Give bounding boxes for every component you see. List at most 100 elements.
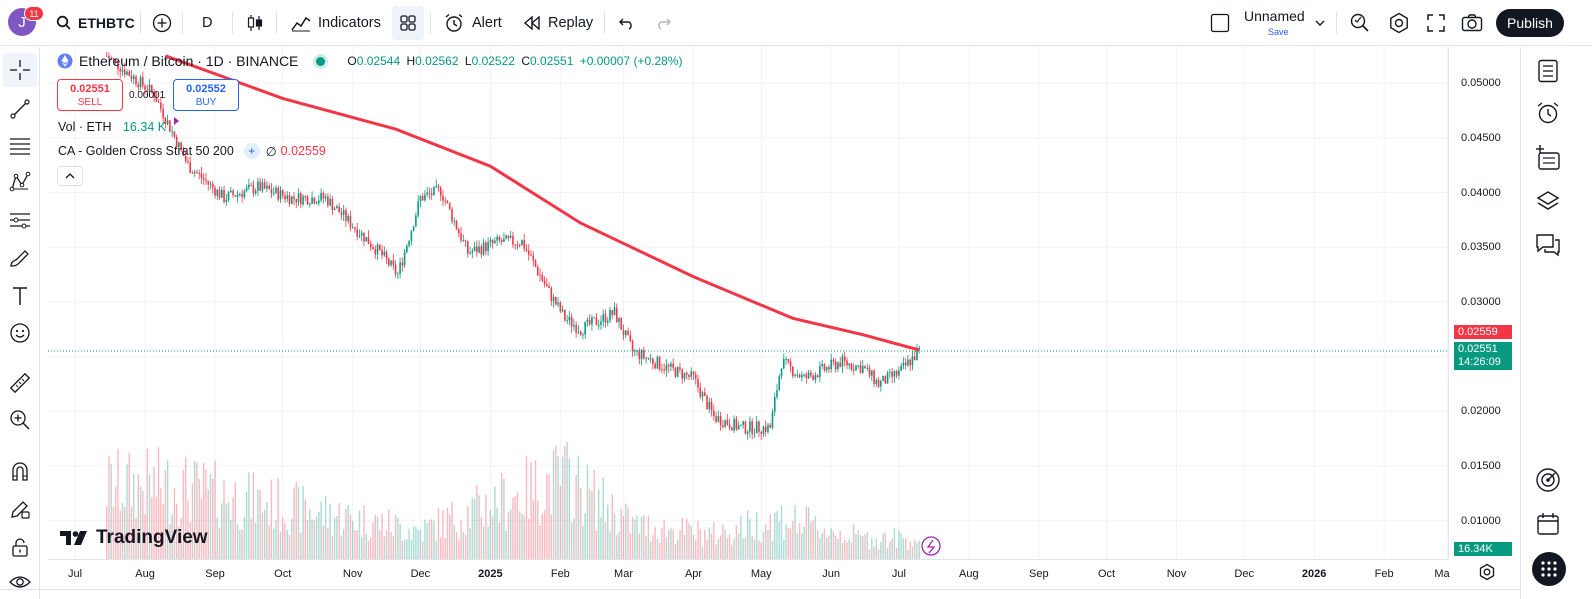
settings-button[interactable] — [1388, 0, 1410, 46]
marker-flag — [174, 117, 179, 125]
candle-body — [900, 365, 902, 371]
volume-bar — [207, 489, 209, 559]
magnet-tool[interactable] — [3, 454, 37, 488]
study-add-icon[interactable]: + — [243, 143, 260, 159]
object-tree-button[interactable] — [1533, 142, 1563, 172]
replay-button[interactable]: Replay — [523, 0, 593, 46]
drawing-mode-tool[interactable] — [3, 492, 37, 526]
candle-body — [636, 350, 638, 352]
candle-body — [123, 69, 126, 75]
volume-bar — [692, 534, 695, 559]
candle-body — [207, 180, 210, 185]
volume-bar — [566, 441, 568, 559]
study-legend[interactable]: CA - Golden Cross Strat 50 200 + ∅ 0.025… — [58, 143, 326, 159]
candle-body — [624, 330, 627, 335]
time-tick-label: Nov — [342, 568, 363, 580]
candle-body — [812, 375, 814, 380]
fib-tool[interactable] — [3, 129, 37, 163]
brush-tool[interactable] — [3, 241, 37, 275]
volume-bar — [620, 508, 622, 559]
volume-bar — [550, 514, 553, 559]
zoom-tool[interactable] — [3, 403, 37, 437]
chats-button[interactable] — [1533, 230, 1563, 260]
indicators-button[interactable]: Indicators — [291, 0, 381, 46]
chart-type-button[interactable] — [246, 0, 264, 46]
axis-settings-button[interactable] — [1478, 563, 1496, 586]
candle-body — [629, 335, 632, 341]
collapse-legend-button[interactable] — [57, 166, 83, 186]
volume-value: 16.34 K — [122, 120, 167, 134]
candle-body — [112, 58, 115, 60]
candle-body — [710, 401, 713, 411]
toolbar-divider — [604, 12, 605, 34]
ideas-button[interactable] — [1533, 465, 1563, 495]
buy-button[interactable]: 0.02552 BUY — [173, 79, 239, 111]
toolbar-divider — [182, 12, 183, 34]
volume-bar — [424, 519, 426, 559]
trend-line-tool[interactable] — [3, 92, 37, 126]
change-value: +0.00007 (+0.28%) — [579, 54, 683, 68]
volume-bar — [541, 513, 543, 559]
sell-button[interactable]: 0.02551 SELL — [57, 79, 123, 111]
layout-name-button[interactable]: Unnamed Save — [1244, 8, 1324, 38]
pattern-tool[interactable] — [3, 165, 37, 199]
text-tool[interactable] — [3, 279, 37, 313]
volume-bar — [160, 488, 162, 559]
candle-body — [485, 242, 487, 252]
compare-symbol-button[interactable] — [152, 0, 172, 46]
publish-button[interactable]: Publish — [1496, 9, 1564, 37]
watchlist-button[interactable] — [1533, 56, 1563, 86]
alert-button[interactable]: Alert — [444, 0, 502, 46]
volume-bar — [749, 519, 751, 559]
candle-body — [419, 196, 422, 202]
undo-button[interactable] — [618, 0, 636, 46]
candle-body — [345, 210, 347, 222]
candle-body — [852, 369, 855, 371]
crosshair-tool[interactable] — [3, 53, 37, 87]
prediction-tool[interactable] — [3, 203, 37, 237]
layout-checkbox[interactable] — [1210, 0, 1230, 46]
fullscreen-button[interactable] — [1426, 0, 1446, 46]
candle-body — [220, 189, 223, 198]
candle-body — [446, 201, 449, 203]
candle-body — [266, 185, 268, 189]
alerts-button[interactable] — [1533, 98, 1563, 128]
more-apps-button[interactable] — [1532, 552, 1566, 586]
redo-button[interactable] — [654, 0, 672, 46]
volume-bar — [331, 535, 334, 559]
calendar-button[interactable] — [1533, 509, 1563, 539]
symbol-search[interactable]: ETHBTC — [56, 0, 135, 46]
candle-body — [573, 325, 575, 327]
price-chart[interactable] — [48, 47, 1448, 559]
volume-bar — [710, 533, 713, 559]
data-window-button[interactable] — [1533, 186, 1563, 216]
quick-search-button[interactable] — [1349, 0, 1371, 46]
measure-tool[interactable] — [3, 366, 37, 400]
price-axis[interactable]: 0.05000 0.04500 0.04000 0.03500 0.03000 0.020… — [1448, 47, 1520, 559]
volume-bar — [726, 537, 729, 559]
volume-bar — [509, 509, 512, 559]
volume-bar — [724, 529, 726, 559]
grid-icon — [400, 15, 416, 31]
lock-drawings-tool[interactable] — [3, 530, 37, 564]
volume-bar — [819, 537, 821, 559]
candle-body — [329, 198, 331, 206]
volume-bar — [893, 528, 896, 559]
emoji-tool[interactable] — [3, 316, 37, 350]
candle-body — [173, 131, 176, 137]
dividends-marker[interactable] — [921, 536, 941, 556]
tradingview-logo[interactable]: TradingView — [60, 527, 208, 549]
volume-bar — [401, 540, 404, 559]
interval-button[interactable]: D — [202, 15, 213, 31]
snapshot-button[interactable] — [1461, 0, 1483, 46]
hide-drawings-tool[interactable] — [3, 565, 37, 599]
volume-bar — [719, 535, 722, 559]
templates-button[interactable] — [392, 6, 424, 40]
volume-name: Vol · ETH — [58, 120, 112, 134]
bottom-panel-edge — [0, 589, 1592, 599]
volume-legend[interactable]: Vol · ETH 16.34 K — [58, 120, 166, 134]
volume-bar — [740, 515, 742, 559]
time-axis[interactable]: Jul Aug Sep Oct Nov Dec 2025 Feb Mar Apr May Jun Jul… — [48, 559, 1450, 589]
layout-menu-button[interactable] — [1314, 0, 1326, 46]
volume-bar — [663, 519, 665, 559]
